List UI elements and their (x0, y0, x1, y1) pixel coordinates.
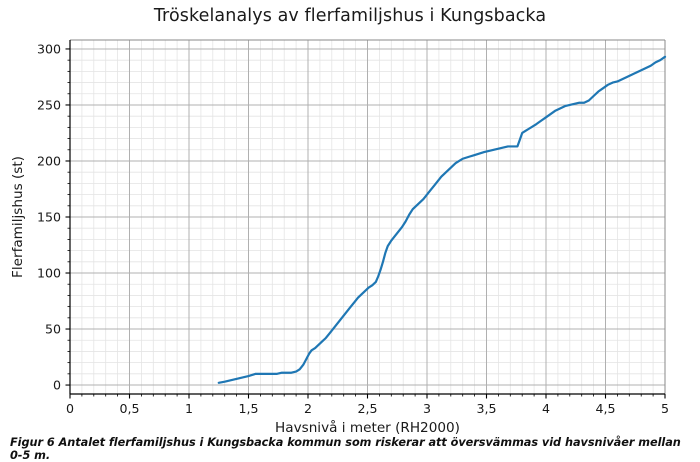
x-tick-label: 2,5 (357, 401, 377, 416)
y-tick-label: 250 (37, 97, 61, 112)
figure-caption: Figur 6 Antalet flerfamiljshus i Kungsba… (10, 436, 681, 462)
y-tick-label: 100 (37, 266, 61, 281)
data-series-line (217, 55, 667, 384)
x-tick-label: 5 (661, 401, 669, 416)
y-axis-label: Flerfamiljshus (st) (10, 156, 26, 278)
x-tick-label: 4 (542, 401, 550, 416)
y-tick-label: 300 (37, 41, 61, 56)
y-tick-label: 150 (37, 210, 61, 225)
y-tick-label: 200 (37, 153, 61, 168)
x-tick-label: 2 (304, 401, 312, 416)
y-tick-label: 0 (53, 378, 61, 393)
grid-major (69, 40, 666, 394)
y-tick-label: 50 (45, 322, 61, 337)
x-tick-label: 4,5 (595, 401, 615, 416)
x-tick-label: 0,5 (119, 401, 139, 416)
axis-ticks (65, 48, 666, 399)
page-title: Tröskelanalys av flerfamiljshus i Kungsb… (153, 6, 547, 26)
x-tick-label: 0 (66, 401, 74, 416)
x-tick-label: 3,5 (476, 401, 496, 416)
x-axis-label: Havsnivå i meter (RH2000) (275, 419, 460, 436)
x-tick-label: 1 (185, 401, 193, 416)
x-tick-label: 3 (423, 401, 431, 416)
x-tick-label: 1,5 (238, 401, 258, 416)
